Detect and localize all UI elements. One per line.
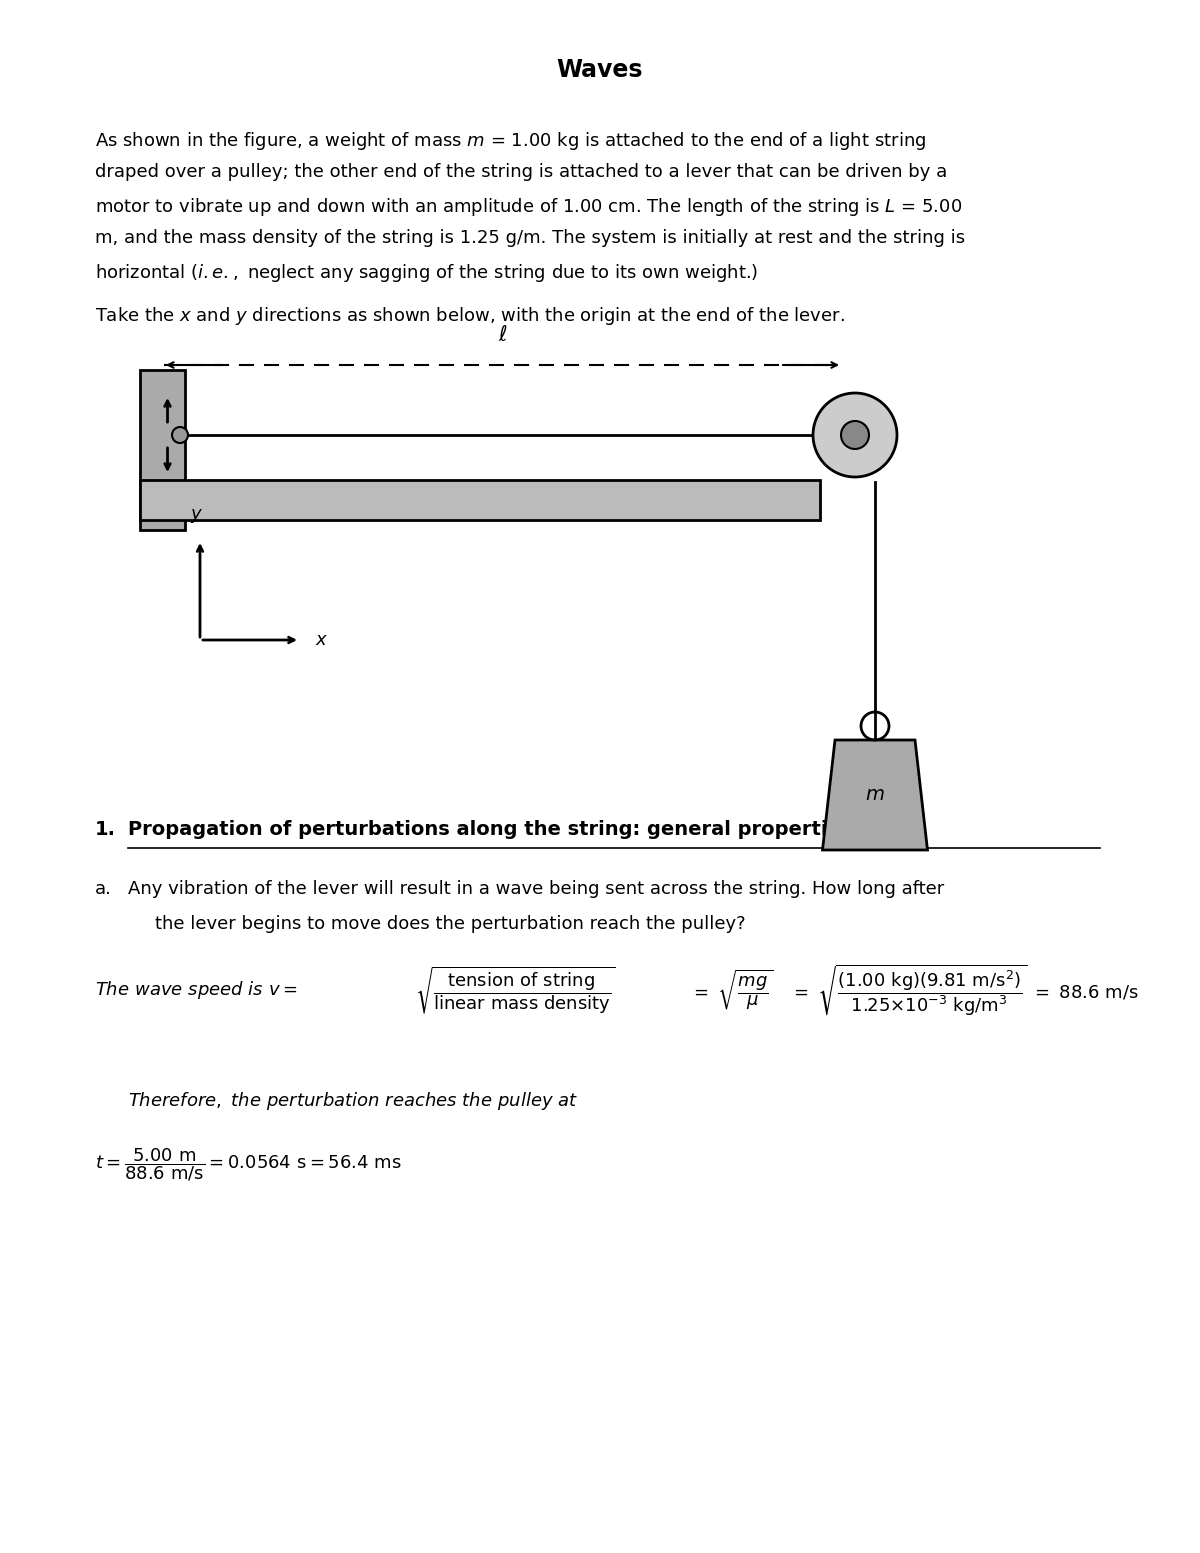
Text: Any vibration of the lever will result in a wave being sent across the string. H: Any vibration of the lever will result i… [128,881,944,898]
Text: motor to vibrate up and down with an amplitude of 1.00 cm. The length of the str: motor to vibrate up and down with an amp… [95,196,962,217]
Bar [140,370,185,530]
Text: 1.: 1. [95,820,116,839]
Text: the lever begins to move does the perturbation reach the pulley?: the lever begins to move does the pertur… [155,915,745,933]
Text: Propagation of perturbations along the string: general properties: Propagation of perturbations along the s… [128,820,852,839]
Polygon shape [822,739,928,849]
Circle shape [172,427,188,443]
Text: $\mathit{Therefore,\ the\ perturbation\ reaches\ the\ pulley\ at}$: $\mathit{Therefore,\ the\ perturbation\ … [128,1090,578,1112]
Text: $=\ \sqrt{\dfrac{mg}{\mu}}$: $=\ \sqrt{\dfrac{mg}{\mu}}$ [690,968,773,1013]
Text: $t = \dfrac{5.00\ \mathrm{m}}{88.6\ \mathrm{m/s}} = 0.0564\ \mathrm{s} = 56.4\ \: $t = \dfrac{5.00\ \mathrm{m}}{88.6\ \mat… [95,1146,402,1183]
Text: $=\ \sqrt{\dfrac{(1.00\ \mathrm{kg})(9.81\ \mathrm{m/s}^2)}{1.25{\times}10^{-3}\: $=\ \sqrt{\dfrac{(1.00\ \mathrm{kg})(9.8… [790,961,1139,1017]
Text: As shown in the figure, a weight of mass $m$ = 1.00 kg is attached to the end of: As shown in the figure, a weight of mass… [95,130,926,152]
Text: $\mathit{The\ wave\ speed\ is}\ v =$: $\mathit{The\ wave\ speed\ is}\ v =$ [95,978,298,1002]
Text: horizontal ($i.e.,$ neglect any sagging of the string due to its own weight.): horizontal ($i.e.,$ neglect any sagging … [95,262,758,284]
Text: draped over a pulley; the other end of the string is attached to a lever that ca: draped over a pulley; the other end of t… [95,163,947,182]
Text: a.: a. [95,881,112,898]
Text: Waves: Waves [557,57,643,82]
Text: $y$: $y$ [191,506,204,525]
Circle shape [814,393,898,477]
Text: Take the $x$ and $y$ directions as shown below, with the origin at the end of th: Take the $x$ and $y$ directions as shown… [95,304,845,328]
Text: m, and the mass density of the string is 1.25 g/m. The system is initially at re: m, and the mass density of the string is… [95,228,965,247]
Text: $\ell$: $\ell$ [498,325,508,345]
Text: $m$: $m$ [865,786,884,804]
Bar [140,480,820,520]
Text: $\sqrt{\dfrac{\mathrm{tension\ of\ string}}{\mathrm{linear\ mass\ density}}}$: $\sqrt{\dfrac{\mathrm{tension\ of\ strin… [415,964,616,1016]
Circle shape [841,421,869,449]
Text: $x$: $x$ [314,631,329,649]
